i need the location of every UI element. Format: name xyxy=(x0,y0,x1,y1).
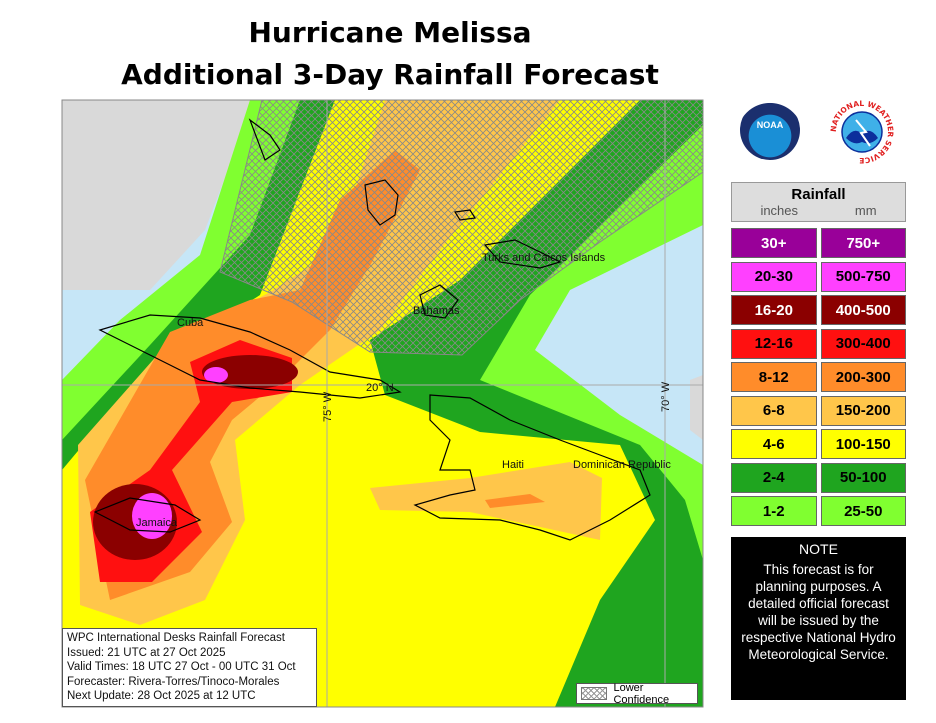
legend-row: 4-6 100-150 xyxy=(731,429,906,459)
info-title: WPC International Desks Rainfall Forecas… xyxy=(67,632,285,644)
legend-row: 30+ 750+ xyxy=(731,228,906,258)
legend-mm-cell: 150-200 xyxy=(820,395,906,426)
legend-mm-cell: 300-400 xyxy=(820,328,906,359)
legend-inches-cell: 4-6 xyxy=(731,429,817,459)
lower-confidence-label: Lower Confidence xyxy=(613,681,670,706)
legend-mm-cell: 400-500 xyxy=(820,295,906,325)
map-frame xyxy=(61,99,704,708)
title-line-1: Hurricane Melissa xyxy=(248,16,532,49)
legend-mm-cell: 500-750 xyxy=(820,261,906,292)
hatch-swatch-icon xyxy=(581,687,608,700)
info-forecaster: Forecaster: Rivera-Torres/Tinoco-Morales xyxy=(67,675,280,688)
info-next-update: Next Update: 28 Oct 2025 at 12 UTC xyxy=(67,690,256,702)
label-75w: 75° W xyxy=(322,391,334,422)
legend-inches-cell: 20-30 xyxy=(731,261,817,292)
legend-header: Rainfall inches mm xyxy=(731,182,906,222)
legend-row: 1-2 25-50 xyxy=(731,496,906,526)
legend-inches-cell: 2-4 xyxy=(731,462,817,493)
label-20n: 20° N xyxy=(366,382,394,394)
legend-mm-cell: 100-150 xyxy=(820,429,906,459)
legend-row: 6-8 150-200 xyxy=(731,395,906,426)
zone-20-30-in-cuba xyxy=(204,367,228,383)
label-bahamas: Bahamas xyxy=(413,305,460,317)
info-issued: Issued: 21 UTC at 27 Oct 2025 xyxy=(67,646,226,659)
legend-inches-cell: 16-20 xyxy=(731,295,817,325)
lower-confidence-area xyxy=(219,100,703,356)
zone-16-20-in-cuba xyxy=(202,355,298,389)
legend-row: 8-12 200-300 xyxy=(731,362,906,392)
legend-inches-label: inches xyxy=(760,203,799,218)
legend-mm-cell: 200-300 xyxy=(820,362,906,392)
land-outside-forecast-east xyxy=(690,375,703,440)
nws-logo: NATIONAL WEATHER SERVICE xyxy=(829,99,895,165)
label-jamaica: Jamaica xyxy=(136,517,178,529)
legend-row: 2-4 50-100 xyxy=(731,462,906,493)
legend-inches-cell: 6-8 xyxy=(731,395,817,426)
lower-confidence-legend: Lower Confidence xyxy=(576,681,698,706)
legend-inches-cell: 30+ xyxy=(731,228,817,258)
land-outside-forecast xyxy=(62,100,255,290)
zone-8-12-in-hispaniola xyxy=(485,494,545,508)
legend-row: 16-20 400-500 xyxy=(731,295,906,325)
note-title: NOTE xyxy=(799,541,838,557)
legend-inches-cell: 1-2 xyxy=(731,496,817,526)
coastlines xyxy=(93,118,651,541)
forecast-info-box: WPC International Desks Rainfall Forecas… xyxy=(62,628,317,707)
title-line-2: Additional 3-Day Rainfall Forecast xyxy=(121,58,659,91)
legend-row: 12-16 300-400 xyxy=(731,328,906,359)
legend-row: 20-30 500-750 xyxy=(731,261,906,292)
noaa-logo: NOAA xyxy=(740,100,800,160)
label-dominican-republic: Dominican Republic xyxy=(573,459,671,471)
legend-inches-cell: 12-16 xyxy=(731,328,817,359)
note-text: This forecast is for planning purposes. … xyxy=(741,562,896,662)
label-turks-caicos: Turks and Caicos Islands xyxy=(482,252,606,264)
legend-mm-label: mm xyxy=(854,203,877,218)
legend-title: Rainfall xyxy=(791,186,846,203)
label-haiti: Haiti xyxy=(502,459,524,471)
label-70w: 70° W xyxy=(660,381,672,412)
note-box: NOTE This forecast is for planning purpo… xyxy=(731,537,906,700)
legend-inches-cell: 8-12 xyxy=(731,362,817,392)
info-valid-times: Valid Times: 18 UTC 27 Oct - 00 UTC 31 O… xyxy=(67,661,296,673)
label-cuba: Cuba xyxy=(177,317,204,329)
legend-mm-cell: 25-50 xyxy=(820,496,906,526)
legend-mm-cell: 750+ xyxy=(820,228,906,258)
zone-20-30-in-jamaica xyxy=(132,493,172,539)
legend-mm-cell: 50-100 xyxy=(820,462,906,493)
noaa-logo-text: NOAA xyxy=(756,120,784,130)
